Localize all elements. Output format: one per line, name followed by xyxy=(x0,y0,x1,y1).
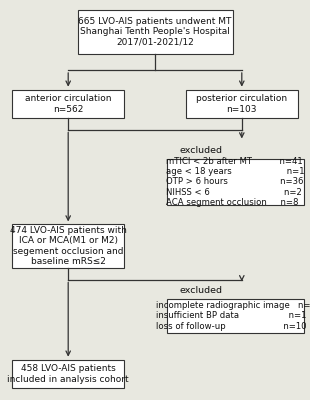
Text: anterior circulation
n=562: anterior circulation n=562 xyxy=(25,94,112,114)
FancyBboxPatch shape xyxy=(12,90,124,118)
FancyBboxPatch shape xyxy=(167,299,304,333)
Text: posterior circulation
n=103: posterior circulation n=103 xyxy=(196,94,287,114)
Text: excluded: excluded xyxy=(180,146,223,155)
FancyBboxPatch shape xyxy=(12,360,124,388)
Text: excluded: excluded xyxy=(180,286,223,295)
FancyBboxPatch shape xyxy=(186,90,298,118)
FancyBboxPatch shape xyxy=(167,159,304,205)
Text: 665 LVO-AIS patients undwent MT
Shanghai Tenth People's Hospital
2017/01-2021/12: 665 LVO-AIS patients undwent MT Shanghai… xyxy=(78,17,232,47)
Text: 474 LVO-AIS patients with
ICA or MCA(M1 or M2)
segement occlusion and
baseline m: 474 LVO-AIS patients with ICA or MCA(M1 … xyxy=(10,226,127,266)
FancyBboxPatch shape xyxy=(12,224,124,268)
FancyBboxPatch shape xyxy=(78,10,232,54)
Text: mTICI < 2b after MT          n=41
age < 18 years                    n=1
OTP > 6 : mTICI < 2b after MT n=41 age < 18 years … xyxy=(166,157,305,207)
Text: 458 LVO-AIS patients
included in analysis cohort: 458 LVO-AIS patients included in analysi… xyxy=(7,364,129,384)
Text: incomplete radiographic image   n=5
insufficient BP data                  n=1
lo: incomplete radiographic image n=5 insuff… xyxy=(156,301,310,331)
